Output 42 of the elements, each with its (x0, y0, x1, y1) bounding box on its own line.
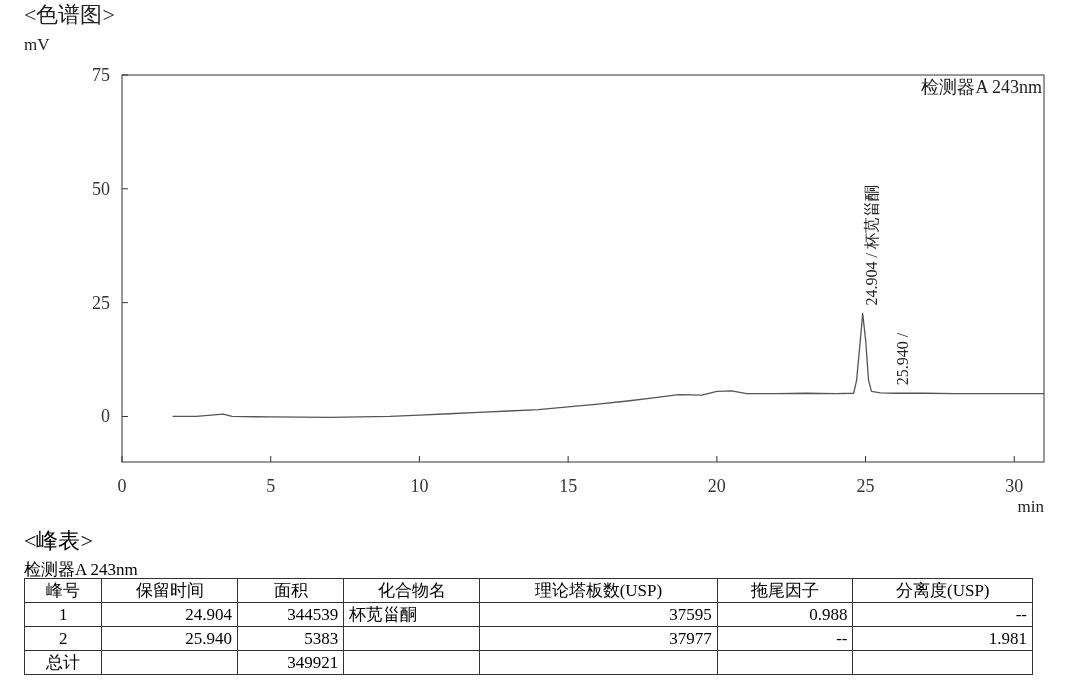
annotation: 24.904 / 杯苋甾酮 (862, 185, 880, 306)
text: 杯苋甾酮 (349, 605, 418, 624)
text: 5383 (304, 628, 339, 648)
x-tick-label: 0 (117, 476, 127, 496)
text: 37977 (669, 628, 712, 648)
y-axis-title: mV (24, 35, 51, 54)
annotation: 检测器A 243nm (921, 77, 1042, 97)
text: -- (836, 628, 848, 648)
text: 2 (58, 628, 68, 648)
y-tick-label: 0 (101, 406, 110, 427)
category-label: 化合物名 (343, 578, 480, 603)
y-tick-label: 50 (92, 178, 110, 199)
text: 37595 (669, 604, 712, 624)
y-tick-label: 75 (92, 65, 110, 85)
text: 1 (58, 604, 68, 624)
x-tick-label: 10 (410, 476, 429, 496)
category-label: 峰号 (24, 578, 102, 603)
text: 25.940 (185, 628, 232, 648)
text: 0.988 (809, 604, 848, 624)
text: 检测器A 243nm (24, 559, 138, 581)
category-label: 理论塔板数(USP) (479, 578, 718, 603)
y-tick-label: 25 (92, 292, 110, 313)
category-label: 分离度(USP) (852, 578, 1033, 603)
text: 24.904 (185, 604, 232, 624)
line-series (171, 312, 1045, 419)
text: -- (1015, 604, 1027, 624)
x-tick-label: 25 (856, 476, 875, 496)
text: 1.981 (988, 628, 1027, 648)
x-axis-title: min (1017, 497, 1045, 516)
x-tick-label: 15 (559, 476, 578, 496)
category-label: 面积 (237, 578, 344, 603)
x-tick-label: 20 (707, 476, 726, 496)
text: <峰表> (24, 527, 93, 555)
x-tick-label: 5 (266, 476, 276, 496)
annotation: 25.940 / (893, 332, 911, 386)
chart-title: <色谱图> (24, 2, 115, 27)
category-label: 拖尾因子 (717, 578, 853, 603)
text: 总计 (46, 653, 81, 672)
category-label: 保留时间 (101, 578, 238, 603)
x-tick-label: 30 (1005, 476, 1024, 496)
text: 344539 (287, 604, 339, 624)
text: 349921 (287, 652, 339, 672)
